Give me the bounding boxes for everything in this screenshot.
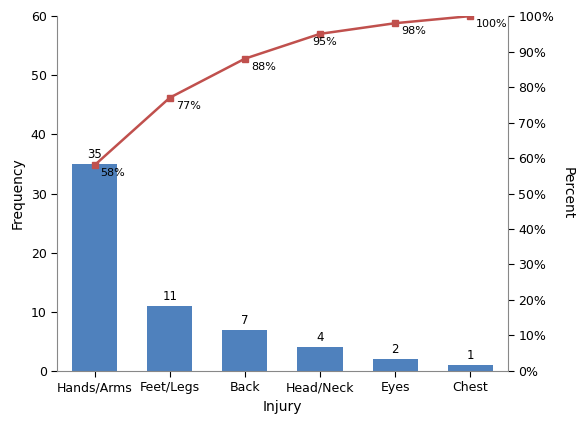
Text: 11: 11 — [162, 290, 177, 303]
Text: 35: 35 — [87, 148, 102, 161]
X-axis label: Injury: Injury — [263, 400, 302, 414]
Bar — [298, 347, 342, 371]
Text: 77%: 77% — [176, 101, 200, 110]
Text: 88%: 88% — [251, 62, 276, 72]
Text: 58%: 58% — [101, 168, 125, 178]
Y-axis label: Frequency: Frequency — [11, 158, 25, 230]
Bar — [147, 306, 192, 371]
Text: 95%: 95% — [312, 37, 337, 47]
Bar — [448, 365, 493, 371]
Text: 2: 2 — [391, 343, 399, 356]
Y-axis label: Percent: Percent — [561, 167, 575, 220]
Text: 1: 1 — [466, 349, 474, 362]
Bar — [373, 359, 418, 371]
Bar — [222, 329, 267, 371]
Text: 7: 7 — [241, 314, 248, 326]
Text: 4: 4 — [316, 332, 323, 344]
Bar — [72, 164, 117, 371]
Text: 100%: 100% — [476, 19, 508, 29]
Text: 98%: 98% — [401, 26, 426, 36]
